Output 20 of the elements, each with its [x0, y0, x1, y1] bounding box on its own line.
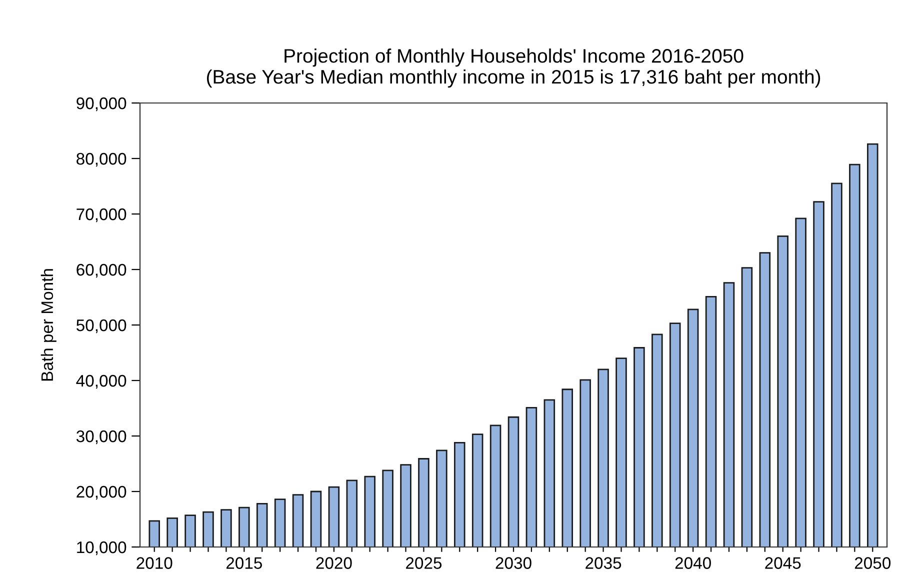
- x-tick-label: 2020: [316, 557, 352, 569]
- x-tick-label: 2040: [675, 557, 711, 569]
- x-tick-label: 2015: [226, 557, 262, 569]
- y-tick-label: 10,000: [77, 541, 126, 556]
- x-tick-label: 2025: [406, 557, 442, 569]
- y-tick-label: 90,000: [76, 97, 126, 112]
- y-tick-label: 70,000: [76, 208, 126, 222]
- y-tick-label: 30,000: [76, 430, 126, 444]
- x-tick-label: 2035: [586, 557, 622, 569]
- y-tick-label: 40,000: [76, 374, 126, 389]
- y-tick-label: 50,000: [76, 319, 126, 334]
- y-tick-label: 60,000: [76, 264, 126, 278]
- x-tick-label: 2010: [136, 557, 172, 569]
- chart-title: Projection of Monthly Households' Income 2016-2050 (Base Year's Median monthly income in 2015 is 17,316 baht per month): [206, 48, 820, 88]
- x-tick-label: 2030: [496, 557, 532, 569]
- x-tick-label: 2050: [854, 557, 891, 569]
- y-tick-label: 20,000: [76, 486, 126, 500]
- x-tick-label: 2045: [765, 557, 801, 569]
- y-tick-label: 80,000: [76, 152, 126, 167]
- y-axis-title: Bath per Month: [40, 269, 56, 381]
